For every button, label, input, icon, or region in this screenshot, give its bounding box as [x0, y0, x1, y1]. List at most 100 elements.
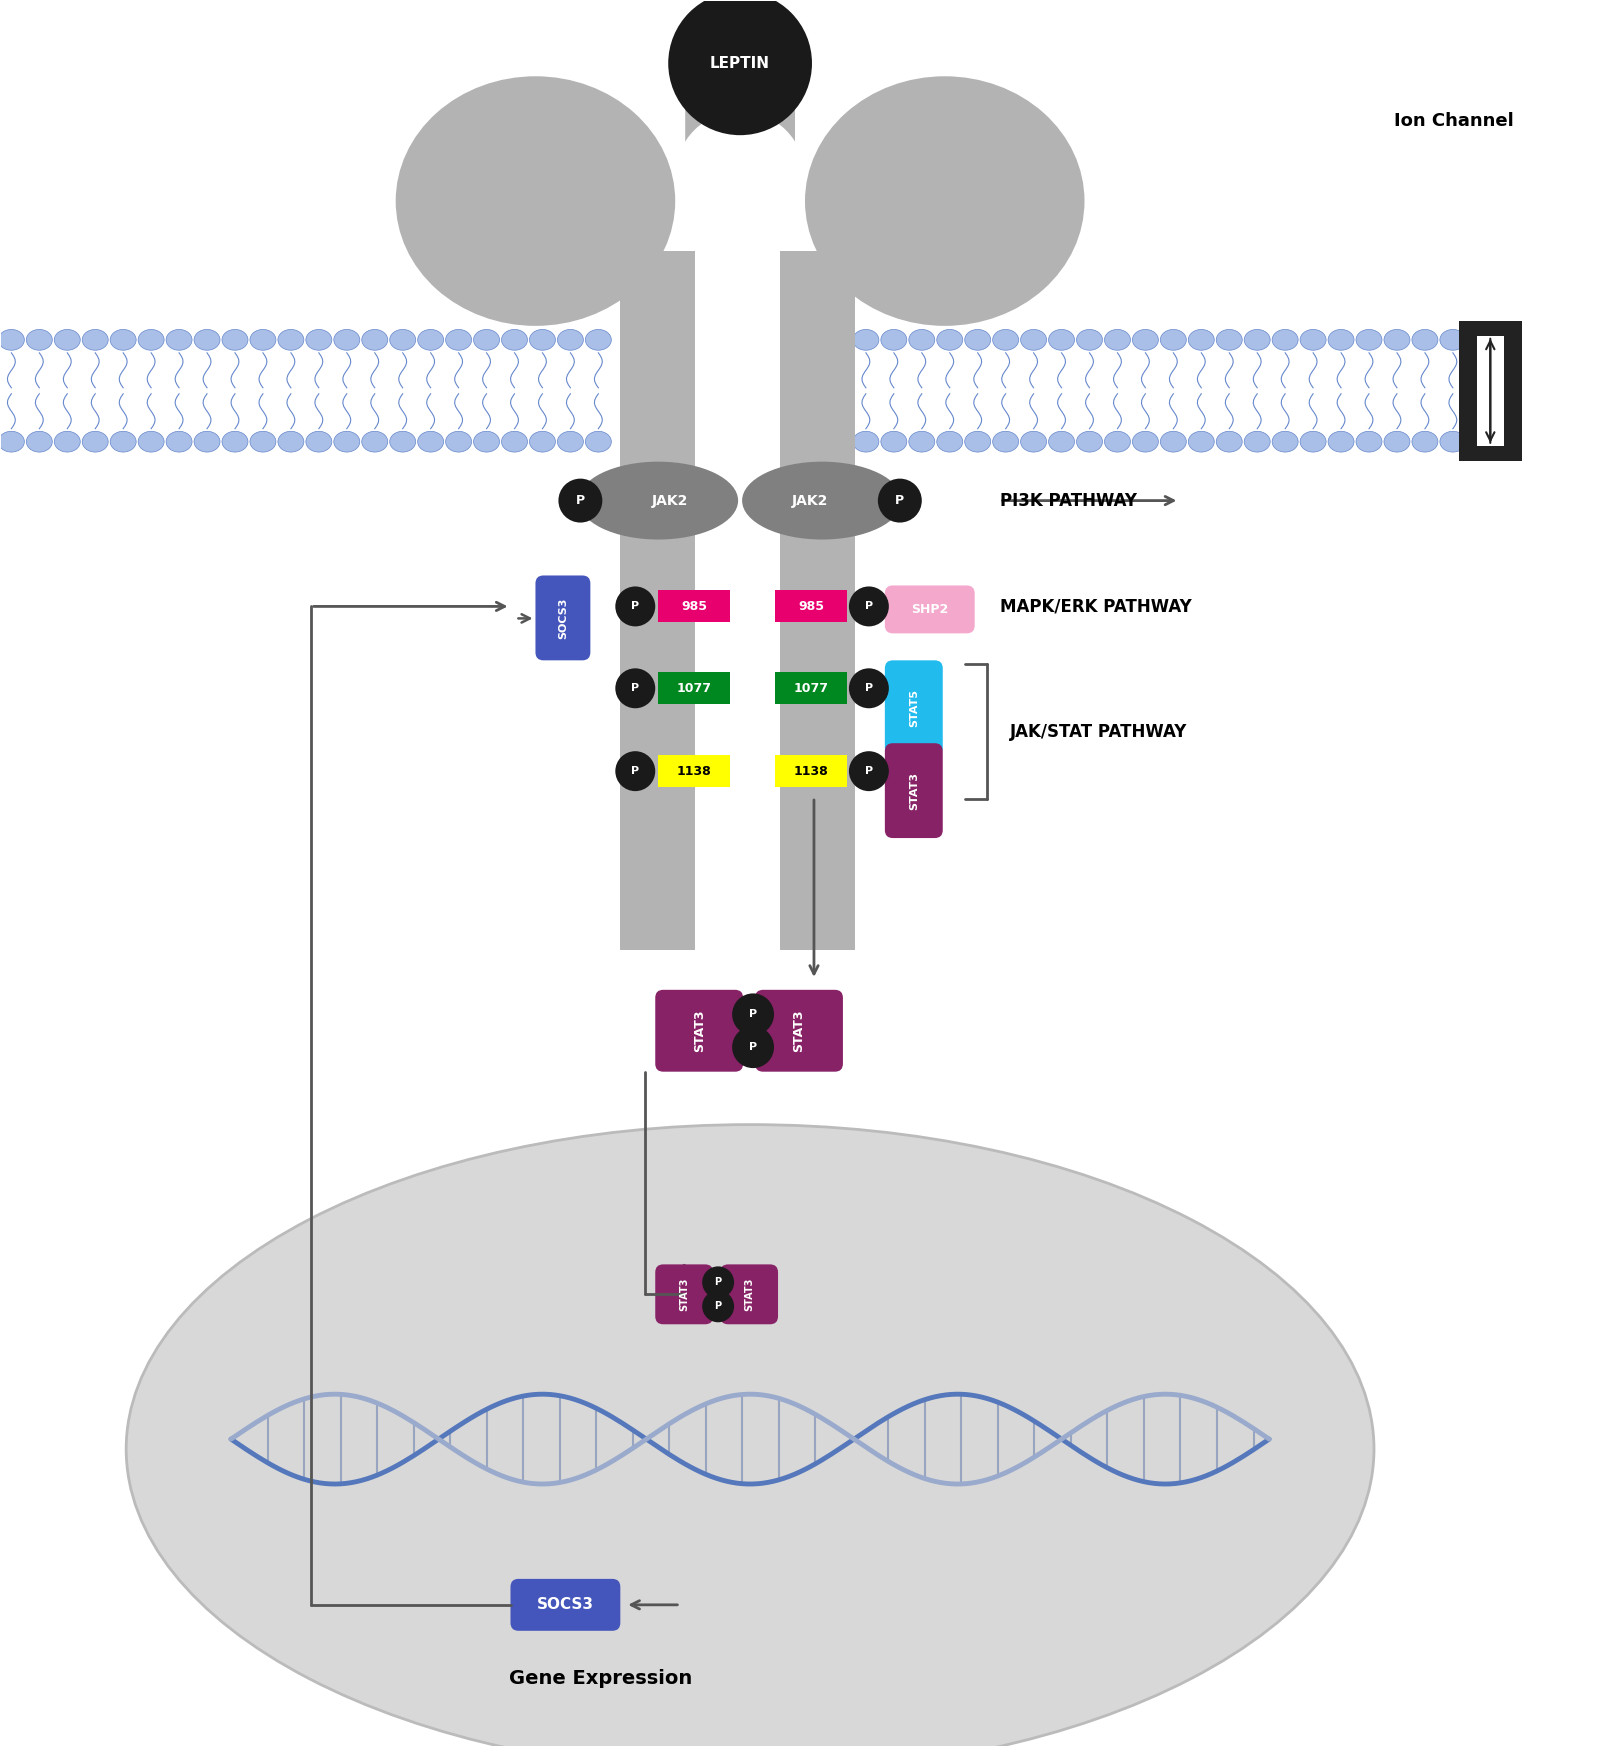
Ellipse shape: [501, 330, 528, 349]
Text: P: P: [896, 494, 904, 507]
Ellipse shape: [1048, 432, 1075, 452]
Ellipse shape: [853, 432, 878, 452]
Ellipse shape: [1301, 432, 1326, 452]
Text: PI3K PATHWAY: PI3K PATHWAY: [1000, 491, 1136, 510]
Ellipse shape: [446, 330, 472, 349]
Ellipse shape: [1216, 330, 1242, 349]
FancyBboxPatch shape: [656, 991, 742, 1071]
Ellipse shape: [805, 77, 1085, 327]
Ellipse shape: [1272, 432, 1298, 452]
FancyBboxPatch shape: [885, 742, 942, 839]
Ellipse shape: [1357, 330, 1382, 349]
Ellipse shape: [334, 432, 360, 452]
Text: P: P: [749, 1043, 757, 1052]
Ellipse shape: [166, 432, 192, 452]
Ellipse shape: [936, 432, 963, 452]
Circle shape: [733, 994, 774, 1036]
Ellipse shape: [1216, 432, 1242, 452]
Circle shape: [558, 479, 602, 522]
Ellipse shape: [992, 432, 1019, 452]
Ellipse shape: [698, 432, 725, 452]
Ellipse shape: [1133, 330, 1158, 349]
Text: 1077: 1077: [677, 681, 712, 695]
Circle shape: [616, 669, 656, 708]
Text: STAT5: STAT5: [909, 688, 918, 727]
Ellipse shape: [418, 330, 443, 349]
Ellipse shape: [586, 432, 611, 452]
FancyBboxPatch shape: [885, 585, 974, 634]
Ellipse shape: [1160, 432, 1186, 452]
Ellipse shape: [1411, 330, 1438, 349]
Ellipse shape: [909, 330, 934, 349]
Text: JAK2: JAK2: [792, 494, 829, 508]
Bar: [621, 252, 694, 950]
Bar: [1459, 321, 1477, 461]
Circle shape: [616, 751, 656, 791]
Ellipse shape: [578, 461, 738, 540]
Ellipse shape: [26, 330, 53, 349]
FancyBboxPatch shape: [755, 991, 843, 1071]
Ellipse shape: [1440, 330, 1466, 349]
Text: P: P: [715, 1302, 722, 1312]
Text: 1138: 1138: [677, 765, 712, 777]
Ellipse shape: [0, 330, 24, 349]
Bar: [774, 755, 846, 788]
Circle shape: [733, 1025, 774, 1067]
Ellipse shape: [642, 432, 669, 452]
Ellipse shape: [194, 330, 221, 349]
Ellipse shape: [642, 330, 669, 349]
Ellipse shape: [82, 330, 109, 349]
Ellipse shape: [530, 432, 555, 452]
Ellipse shape: [418, 432, 443, 452]
FancyBboxPatch shape: [720, 1265, 778, 1324]
Ellipse shape: [110, 330, 136, 349]
Circle shape: [702, 1267, 734, 1298]
Ellipse shape: [586, 330, 611, 349]
Ellipse shape: [965, 432, 990, 452]
Ellipse shape: [797, 330, 822, 349]
Ellipse shape: [362, 432, 387, 452]
Ellipse shape: [362, 330, 387, 349]
Ellipse shape: [306, 330, 331, 349]
Text: P: P: [632, 683, 640, 694]
Ellipse shape: [446, 432, 472, 452]
Ellipse shape: [1077, 330, 1102, 349]
Bar: [774, 673, 846, 704]
Ellipse shape: [530, 330, 555, 349]
Ellipse shape: [1104, 330, 1131, 349]
Ellipse shape: [306, 432, 331, 452]
Ellipse shape: [1133, 432, 1158, 452]
Ellipse shape: [194, 432, 221, 452]
Ellipse shape: [390, 432, 416, 452]
Ellipse shape: [670, 432, 696, 452]
Text: 985: 985: [798, 599, 824, 613]
Ellipse shape: [1021, 432, 1046, 452]
Ellipse shape: [1245, 432, 1270, 452]
Ellipse shape: [250, 432, 275, 452]
Text: P: P: [576, 494, 586, 507]
FancyBboxPatch shape: [510, 1579, 621, 1630]
Bar: [781, 252, 854, 950]
Ellipse shape: [557, 432, 584, 452]
Text: SOCS3: SOCS3: [558, 597, 568, 639]
Bar: [658, 590, 730, 622]
Ellipse shape: [742, 461, 902, 540]
Ellipse shape: [1160, 330, 1186, 349]
Text: 985: 985: [682, 599, 707, 613]
Text: Ion Channel: Ion Channel: [1394, 112, 1514, 131]
Ellipse shape: [250, 330, 275, 349]
Text: P: P: [632, 767, 640, 776]
Circle shape: [878, 479, 922, 522]
Ellipse shape: [82, 432, 109, 452]
Text: JAK2: JAK2: [653, 494, 688, 508]
Ellipse shape: [853, 330, 878, 349]
Ellipse shape: [1440, 432, 1466, 452]
Ellipse shape: [54, 432, 80, 452]
Ellipse shape: [138, 432, 165, 452]
Ellipse shape: [965, 330, 990, 349]
Text: P: P: [715, 1277, 722, 1288]
Text: STAT3: STAT3: [680, 1277, 690, 1310]
Ellipse shape: [222, 432, 248, 452]
Circle shape: [616, 587, 656, 627]
Ellipse shape: [726, 432, 752, 452]
